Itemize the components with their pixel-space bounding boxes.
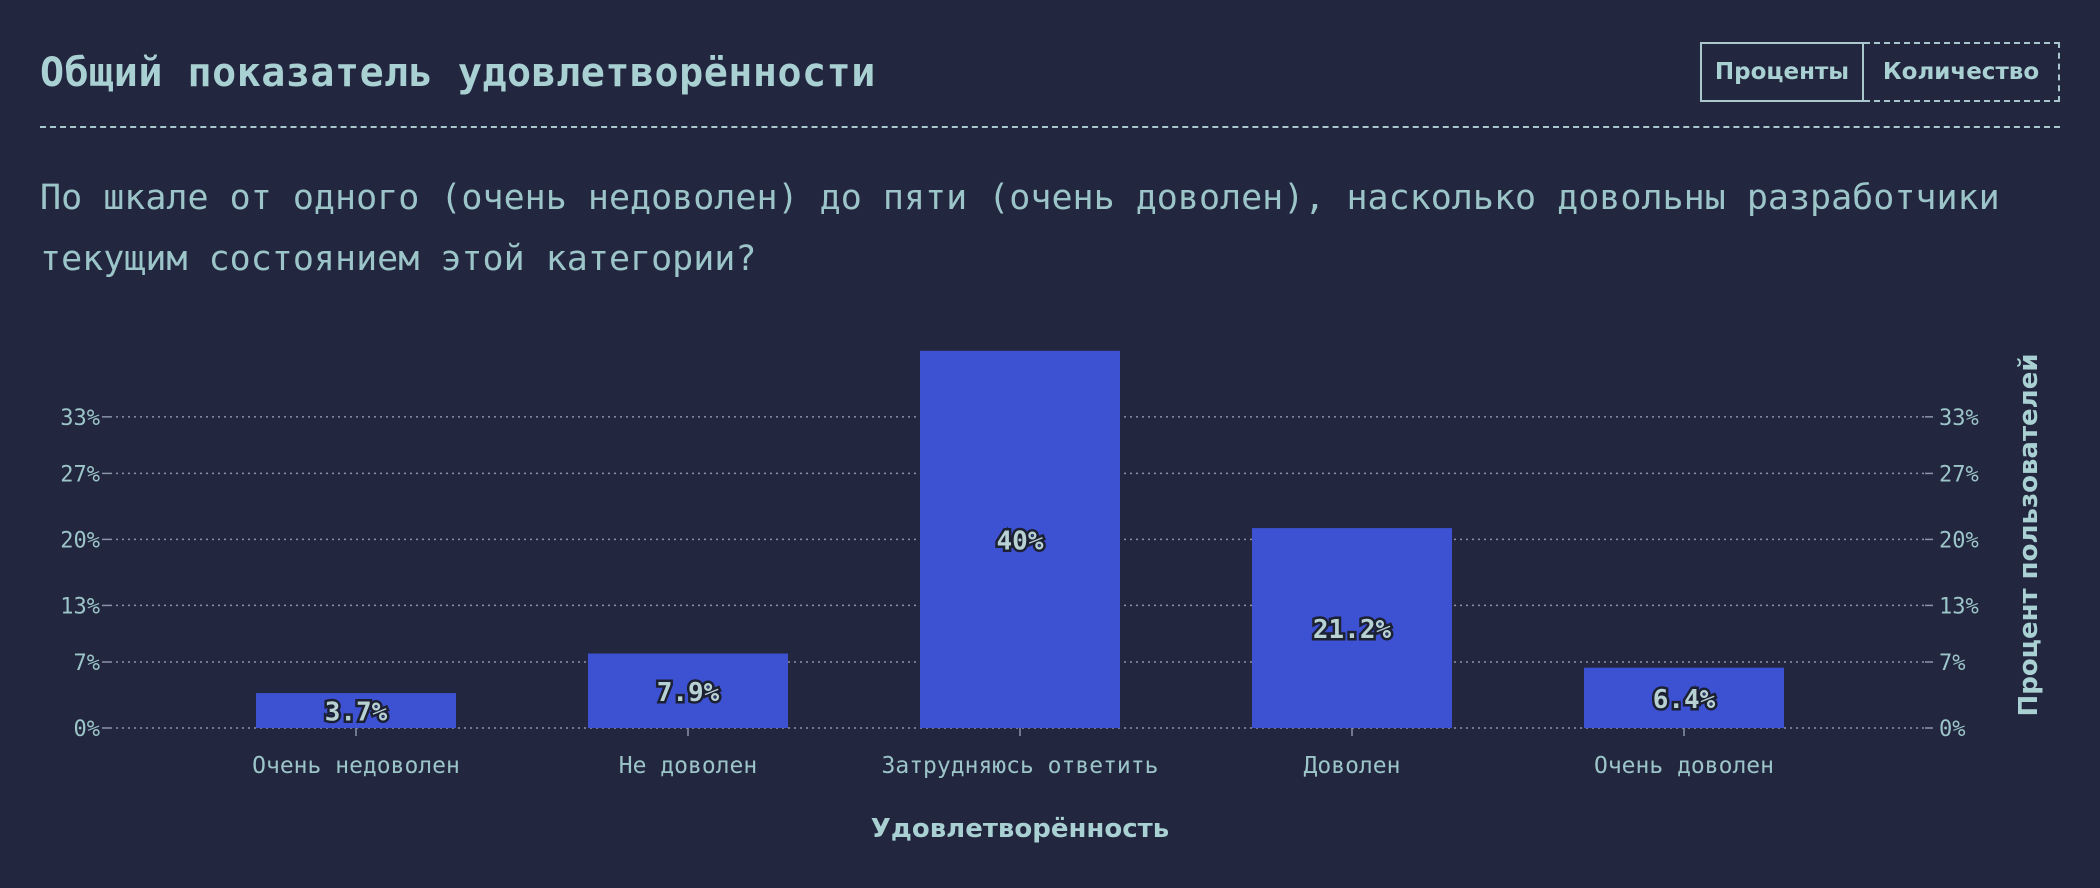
y-axis-title: Процент пользователей [2014, 353, 2044, 716]
x-axis-title: Удовлетворённость [871, 814, 1169, 844]
y-tick-label-right: 27% [1939, 462, 1979, 487]
view-toggle: Проценты Количество [1700, 42, 2060, 102]
y-tick-label: 7% [74, 651, 101, 676]
bar [256, 693, 456, 728]
data-label: 3.7% [325, 698, 388, 728]
y-tick-label-right: 20% [1939, 528, 1979, 553]
y-tick-label-right: 13% [1939, 594, 1979, 619]
bar [1584, 667, 1784, 728]
x-tick-label: Не доволен [619, 753, 757, 779]
data-label: 21.2% [1313, 615, 1392, 645]
x-tick-label: Затрудняюсь ответить [882, 753, 1159, 779]
data-label: 40% [997, 526, 1044, 556]
y-tick-label: 0% [74, 717, 101, 742]
data-label: 7.9% [657, 678, 720, 708]
bar [588, 653, 788, 728]
y-tick-label-right: 7% [1939, 651, 1966, 676]
bar [920, 350, 1120, 728]
y-tick-label-right: 0% [1939, 717, 1966, 742]
bar [1252, 528, 1452, 728]
x-tick-label: Очень недоволен [252, 753, 460, 779]
y-tick-label-right: 33% [1939, 406, 1979, 431]
data-label: 6.4% [1653, 685, 1716, 715]
y-tick-label: 27% [60, 462, 100, 487]
y-tick-label: 20% [60, 528, 100, 553]
y-tick-label: 33% [60, 406, 100, 431]
x-tick-label: Очень доволен [1594, 753, 1774, 779]
count-toggle-button[interactable]: Количество [1864, 42, 2060, 102]
y-tick-label: 13% [60, 594, 100, 619]
percent-toggle-button[interactable]: Проценты [1700, 42, 1864, 102]
x-tick-label: Доволен [1304, 753, 1401, 779]
survey-question: По шкале от одного (очень недоволен) до … [40, 178, 2000, 279]
page-title: Общий показатель удовлетворённости [40, 50, 876, 96]
chart-header: Общий показатель удовлетворённости Проце… [40, 40, 2060, 128]
